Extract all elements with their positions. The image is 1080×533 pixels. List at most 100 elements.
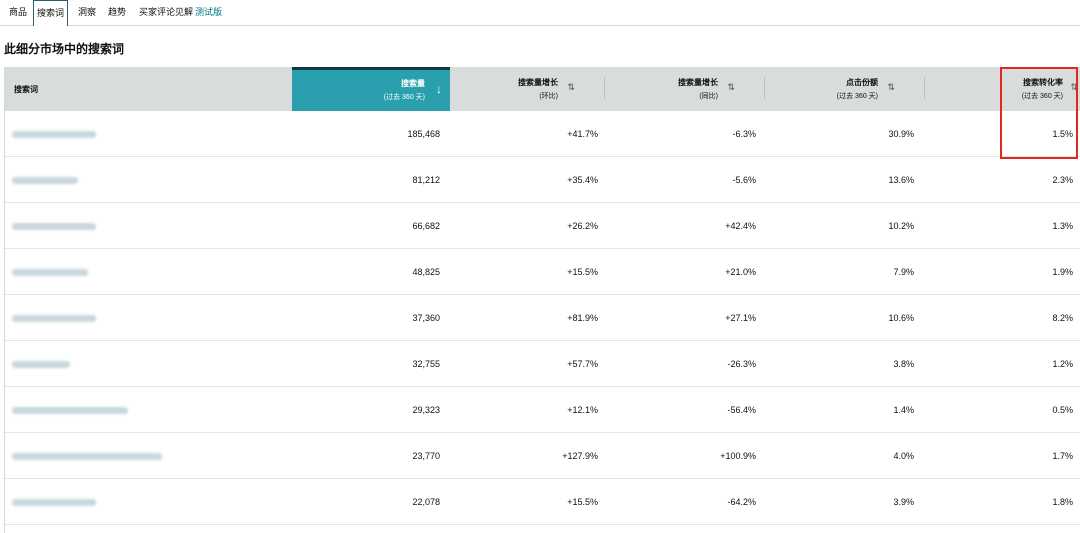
column-header-search-volume[interactable]: 搜索量 (过去 360 天) ↓ [292,67,450,111]
conversion-rate-cell: 8.2% [1052,313,1073,323]
growth-mom-cell: +127.9% [562,451,598,461]
search-volume-cell: 66,682 [412,221,440,231]
tab-label: 搜索词 [37,8,65,18]
conversion-rate-cell: 1.7% [1052,451,1073,461]
table-row[interactable]: 32,755 +57.7% -26.3% 3.8% 1.2% [5,341,1080,387]
growth-mom-cell: +35.4% [567,175,598,185]
growth-yoy-cell: -64.2% [727,497,756,507]
tab-products[interactable]: 商品 [6,0,30,25]
growth-yoy-cell: +42.4% [725,221,756,231]
growth-yoy-cell: +21.0% [725,267,756,277]
conversion-rate-highlight-box [1000,67,1078,159]
growth-yoy-cell: +27.1% [725,313,756,323]
search-term-redacted[interactable] [12,131,96,138]
growth-mom-cell: +12.1% [567,405,598,415]
tab-insights[interactable]: 洞察 [75,0,99,25]
conversion-rate-cell: 1.3% [1052,221,1073,231]
search-term-redacted[interactable] [12,361,70,368]
column-sublabel: (环比) [539,93,558,100]
growth-yoy-cell: -26.3% [727,359,756,369]
column-header-volume-growth-yoy[interactable]: 搜索量增长 (同比) ⇅ [615,67,760,111]
tab-label: 洞察 [78,7,97,17]
sort-toggle-icon[interactable]: ⇅ [887,82,895,92]
search-volume-cell: 48,825 [412,267,440,277]
growth-mom-cell: +15.5% [567,497,598,507]
click-share-cell: 3.8% [893,359,914,369]
sort-toggle-icon[interactable]: ⇅ [1070,82,1078,92]
conversion-rate-cell: 2.3% [1052,175,1073,185]
table-row[interactable]: 185,468 +41.7% -6.3% 30.9% 1.5% [5,111,1080,157]
search-volume-cell: 81,212 [412,175,440,185]
search-terms-table: 搜索词 搜索量 (过去 360 天) ↓ 搜索量增长 (环比) ⇅ 搜索量增长 … [4,67,1080,533]
sort-toggle-icon[interactable]: ⇅ [727,82,735,92]
growth-mom-cell: +41.7% [567,129,598,139]
column-divider [924,77,925,99]
click-share-cell: 3.9% [893,497,914,507]
table-row[interactable]: 23,770 +127.9% +100.9% 4.0% 1.7% [5,433,1080,479]
search-volume-cell: 29,323 [412,405,440,415]
column-header-search-term[interactable]: 搜索词 [14,67,134,111]
click-share-cell: 4.0% [893,451,914,461]
table-row[interactable]: 81,212 +35.4% -5.6% 13.6% 2.3% [5,157,1080,203]
conversion-rate-cell: 1.9% [1052,267,1073,277]
column-label: 点击份额 [846,78,878,87]
growth-yoy-cell: -56.4% [727,405,756,415]
search-term-redacted[interactable] [12,177,78,184]
tab-search-terms[interactable]: 搜索词 [33,0,69,26]
tab-label: 趋势 [108,7,127,17]
column-sublabel: (过去 360 天) [836,93,878,100]
column-header-conversion-rate[interactable]: 搜索转化率 (过去 360 天) ⇅ [965,67,1079,111]
tab-label: 买家评论见解 [139,7,194,17]
conversion-rate-cell: 1.2% [1052,359,1073,369]
growth-yoy-cell: +100.9% [720,451,756,461]
table-row[interactable]: 22,078 +15.5% -64.2% 3.9% 1.8% [5,479,1080,525]
search-volume-cell: 23,770 [412,451,440,461]
click-share-cell: 13.6% [888,175,914,185]
growth-mom-cell: +57.7% [567,359,598,369]
tab-label: 商品 [9,7,28,17]
search-term-redacted[interactable] [12,223,96,230]
column-label: 搜索转化率 [1023,78,1063,87]
click-share-cell: 30.9% [888,129,914,139]
click-share-cell: 7.9% [893,267,914,277]
search-term-redacted[interactable] [12,407,128,414]
tab-review-insights[interactable]: 买家评论见解 测试版 [136,0,225,25]
search-volume-cell: 32,755 [412,359,440,369]
table-header: 搜索词 搜索量 (过去 360 天) ↓ 搜索量增长 (环比) ⇅ 搜索量增长 … [5,67,1080,111]
click-share-cell: 10.2% [888,221,914,231]
search-term-redacted[interactable] [12,453,162,460]
conversion-rate-cell: 0.5% [1052,405,1073,415]
growth-mom-cell: +81.9% [567,313,598,323]
table-row[interactable]: 48,825 +15.5% +21.0% 7.9% 1.9% [5,249,1080,295]
search-term-redacted[interactable] [12,269,88,276]
tab-bar: 商品 搜索词 洞察 趋势 买家评论见解 测试版 [0,0,1080,26]
conversion-rate-cell: 1.8% [1052,497,1073,507]
column-sublabel: (同比) [699,93,718,100]
column-sublabel: (过去 360 天) [1021,93,1063,100]
column-divider [604,77,605,99]
column-label: 搜索量增长 [518,78,558,87]
click-share-cell: 1.4% [893,405,914,415]
search-volume-cell: 37,360 [412,313,440,323]
sort-descending-icon[interactable]: ↓ [436,82,442,96]
column-header-click-share[interactable]: 点击份额 (过去 360 天) ⇅ [775,67,920,111]
search-volume-cell: 185,468 [407,129,440,139]
column-header-volume-growth-mom[interactable]: 搜索量增长 (环比) ⇅ [455,67,600,111]
column-divider [764,77,765,99]
growth-yoy-cell: -6.3% [732,129,756,139]
search-volume-cell: 22,078 [412,497,440,507]
search-term-redacted[interactable] [12,499,96,506]
search-term-redacted[interactable] [12,315,96,322]
table-row[interactable]: 66,682 +26.2% +42.4% 10.2% 1.3% [5,203,1080,249]
column-label: 搜索量增长 [678,78,718,87]
growth-mom-cell: +26.2% [567,221,598,231]
table-row[interactable]: 37,360 +81.9% +27.1% 10.6% 8.2% [5,295,1080,341]
tab-trends[interactable]: 趋势 [105,0,129,25]
beta-badge: 测试版 [195,7,223,17]
conversion-rate-cell: 1.5% [1052,129,1073,139]
click-share-cell: 10.6% [888,313,914,323]
column-label: 搜索量 [401,79,425,88]
sort-toggle-icon[interactable]: ⇅ [567,82,575,92]
section-title: 此细分市场中的搜索词 [4,42,125,56]
table-row[interactable]: 29,323 +12.1% -56.4% 1.4% 0.5% [5,387,1080,433]
